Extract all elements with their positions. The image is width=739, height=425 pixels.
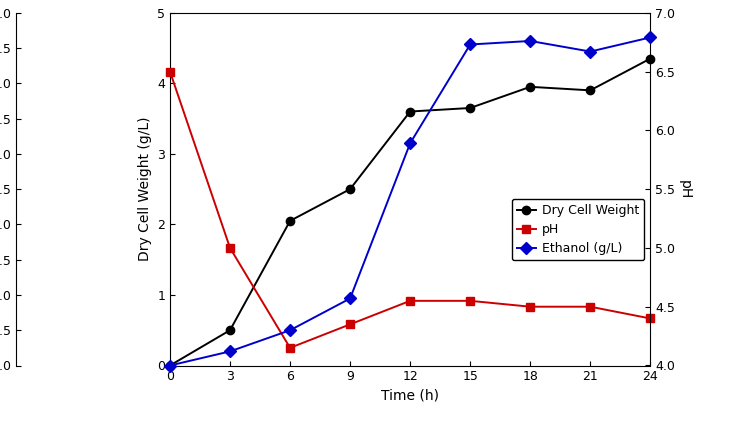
Dry Cell Weight [526, 84, 535, 89]
Ethanol (g/L) [586, 49, 595, 54]
Ethanol (g/L) [526, 38, 535, 43]
pH [586, 304, 595, 309]
Ethanol (g/L) [166, 363, 174, 368]
Dry Cell Weight [646, 56, 655, 61]
Line: Ethanol (g/L): Ethanol (g/L) [166, 33, 655, 370]
pH [526, 304, 535, 309]
Dry Cell Weight [225, 328, 234, 333]
pH [346, 322, 355, 327]
Dry Cell Weight [406, 109, 415, 114]
Ethanol (g/L) [406, 141, 415, 146]
Ethanol (g/L) [285, 328, 294, 333]
Dry Cell Weight [466, 105, 474, 111]
X-axis label: Time (h): Time (h) [381, 389, 439, 403]
Ethanol (g/L) [466, 42, 474, 47]
Ethanol (g/L) [346, 296, 355, 301]
Dry Cell Weight [166, 363, 174, 368]
Y-axis label: pH: pH [678, 179, 692, 199]
Line: Dry Cell Weight: Dry Cell Weight [166, 54, 655, 370]
pH [285, 345, 294, 350]
Y-axis label: Dry Cell Weight (g/L): Dry Cell Weight (g/L) [137, 117, 151, 261]
Ethanol (g/L) [646, 35, 655, 40]
Dry Cell Weight [586, 88, 595, 93]
pH [406, 298, 415, 303]
pH [646, 316, 655, 321]
Ethanol (g/L) [225, 349, 234, 354]
Line: pH: pH [166, 68, 655, 352]
pH [466, 298, 474, 303]
pH [225, 245, 234, 250]
pH [166, 69, 174, 74]
Legend: Dry Cell Weight, pH, Ethanol (g/L): Dry Cell Weight, pH, Ethanol (g/L) [512, 199, 644, 261]
Dry Cell Weight [346, 187, 355, 192]
Dry Cell Weight [285, 218, 294, 224]
